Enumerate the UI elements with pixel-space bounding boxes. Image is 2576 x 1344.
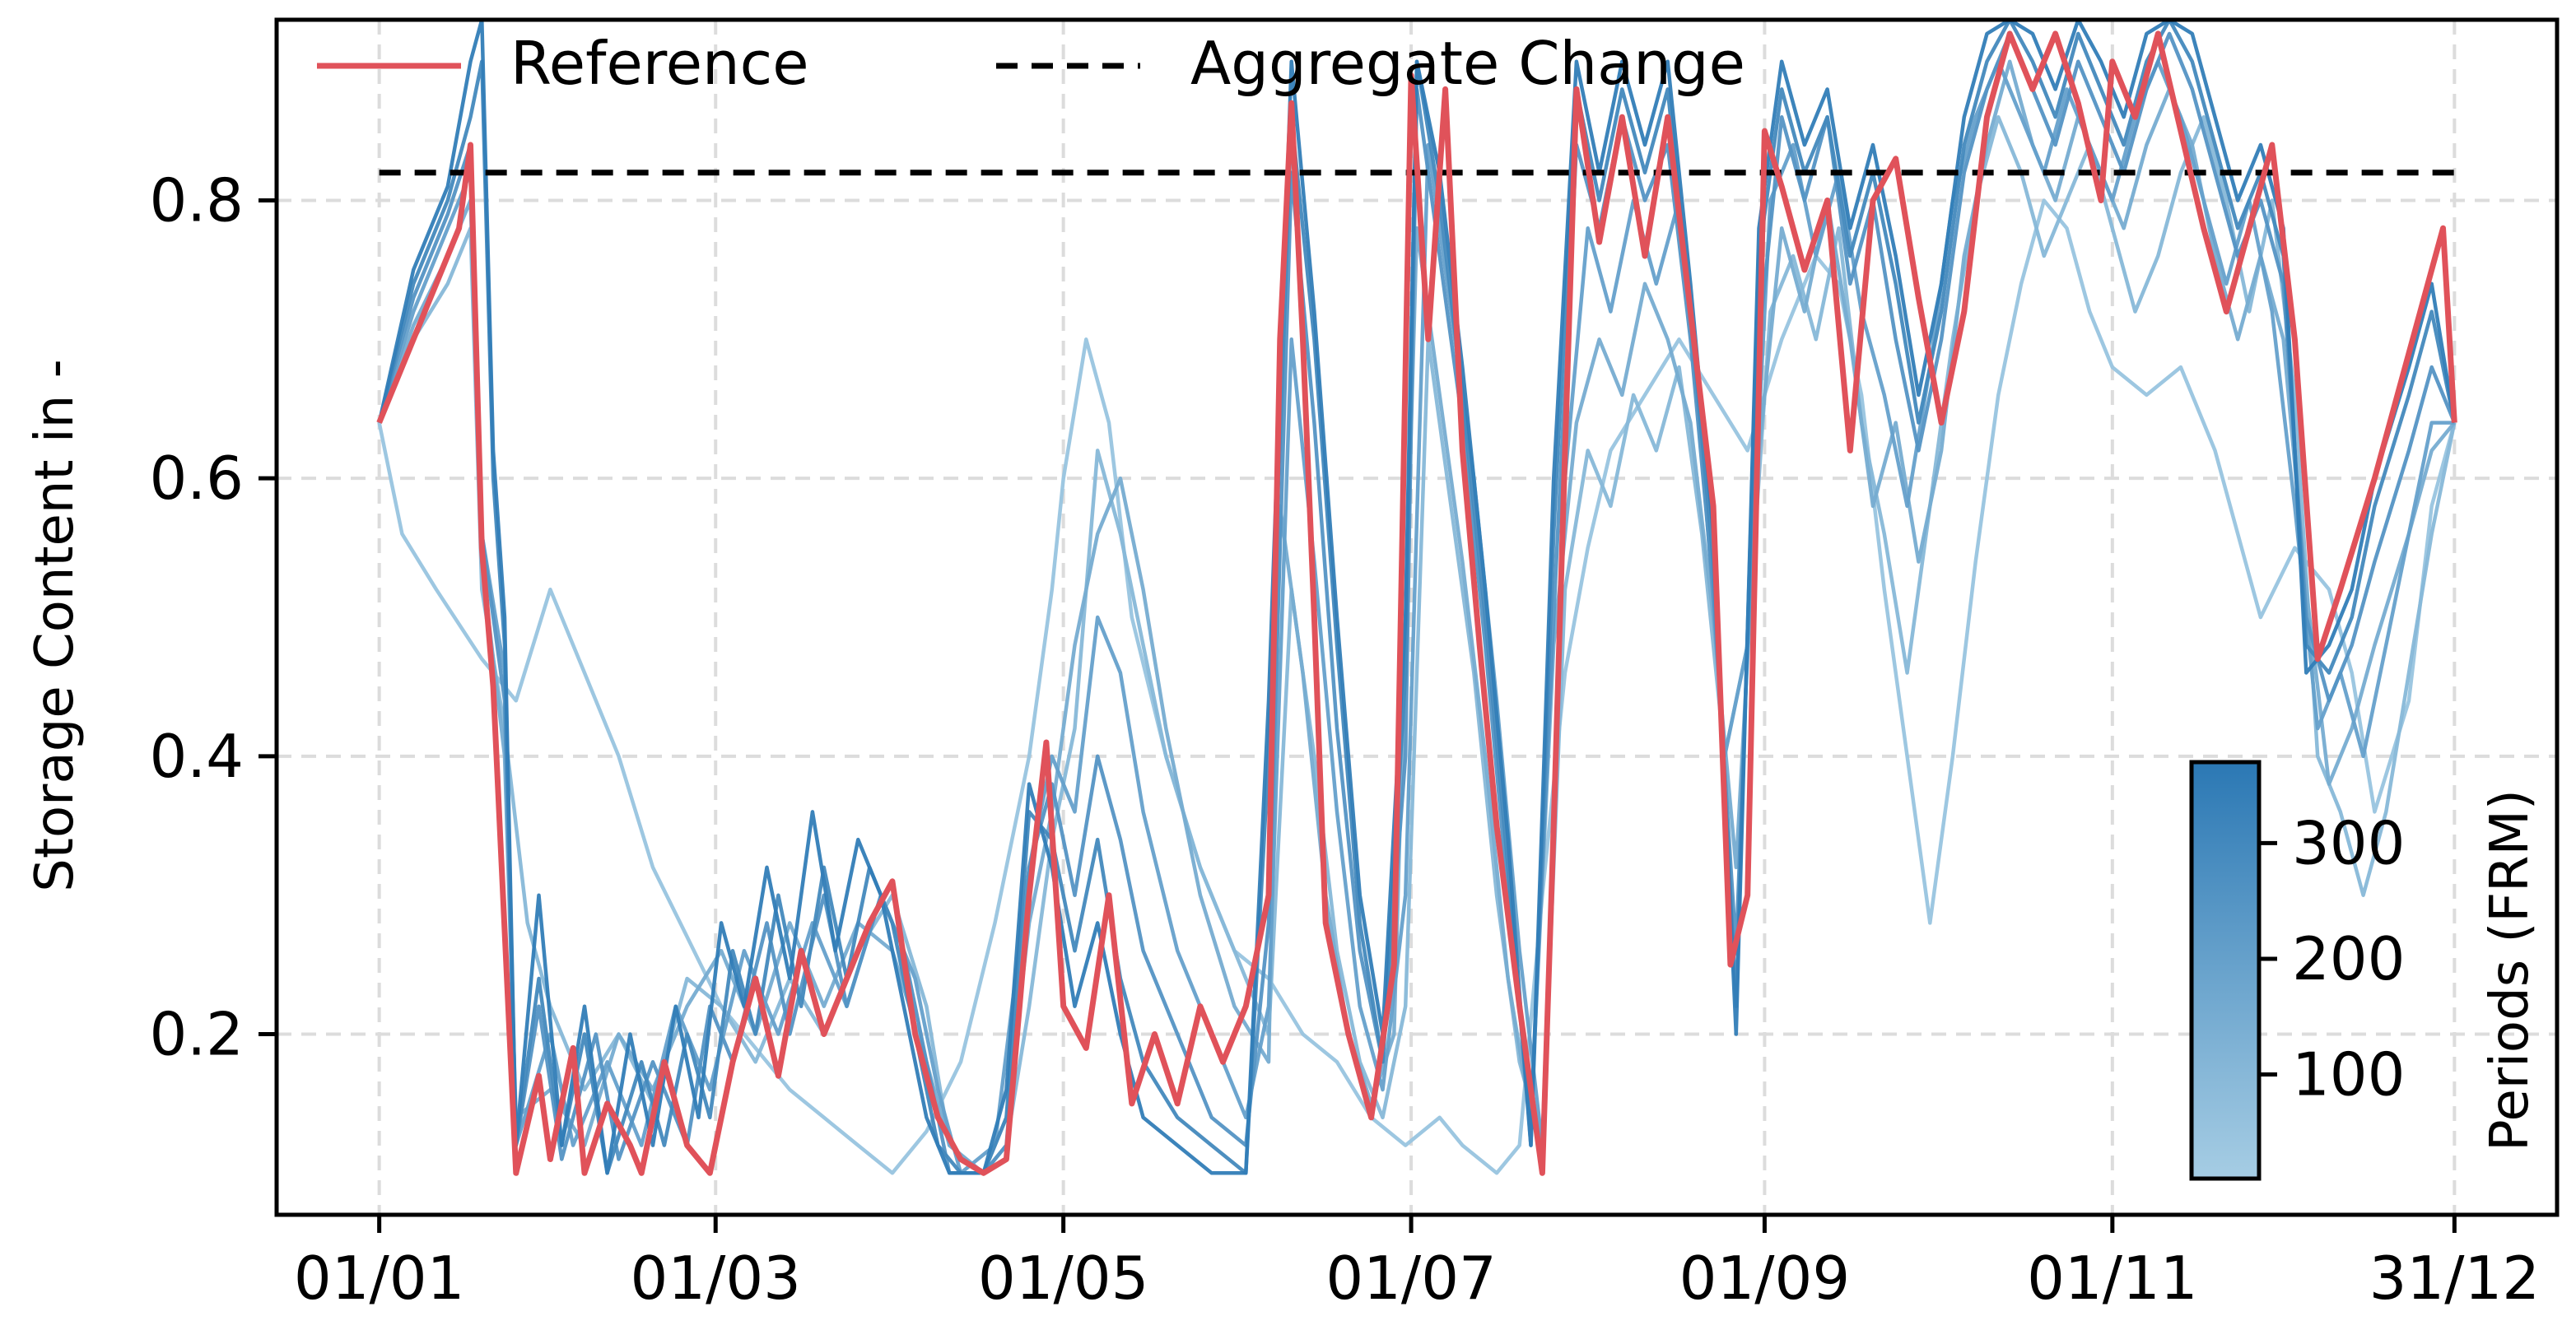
colorbar-ticks: 100 200 300 — [2259, 808, 2405, 1109]
colorbar: 100 200 300 Periods (FRM) — [2189, 760, 2541, 1181]
colorbar-gradient — [2189, 760, 2262, 1181]
y-tick-label: 0.8 — [149, 165, 244, 235]
x-tick-label: 01/01 — [294, 1244, 465, 1313]
colorbar-tick-label: 200 — [2292, 924, 2405, 993]
variant-line-50 — [377, 198, 2457, 1175]
x-tick-label: 31/12 — [2369, 1244, 2541, 1313]
plot-frame — [274, 17, 2560, 1217]
legend: Reference Aggregate Change — [317, 29, 1745, 98]
y-axis-label: Storage Content in - — [25, 359, 86, 891]
y-tick-label: 0.6 — [149, 444, 244, 513]
x-tick-label: 01/05 — [978, 1244, 1149, 1313]
x-tick-label: 01/09 — [1679, 1244, 1851, 1313]
x-tick-label: 01/03 — [630, 1244, 801, 1313]
x-axis: 01/01 01/03 01/05 01/07 01/09 01/11 31/12 — [294, 1215, 2540, 1313]
colorbar-label: Periods (FRM) — [2480, 789, 2541, 1151]
colorbar-tick-label: 100 — [2292, 1040, 2405, 1109]
y-tick-label: 0.2 — [149, 1000, 244, 1069]
colorbar-tick-label: 300 — [2292, 808, 2405, 877]
y-tick-label: 0.4 — [149, 722, 244, 791]
reference-line — [376, 30, 2457, 1176]
variant-line-150 — [377, 59, 2457, 1175]
variant-line-350 — [377, 20, 2457, 1175]
legend-aggregate-label: Aggregate Change — [1190, 29, 1745, 98]
x-tick-label: 01/11 — [2027, 1244, 2198, 1313]
legend-reference-label: Reference — [510, 29, 809, 98]
y-axis: 0.2 0.4 0.6 0.8 — [149, 165, 277, 1069]
x-tick-label: 01/07 — [1325, 1244, 1497, 1313]
